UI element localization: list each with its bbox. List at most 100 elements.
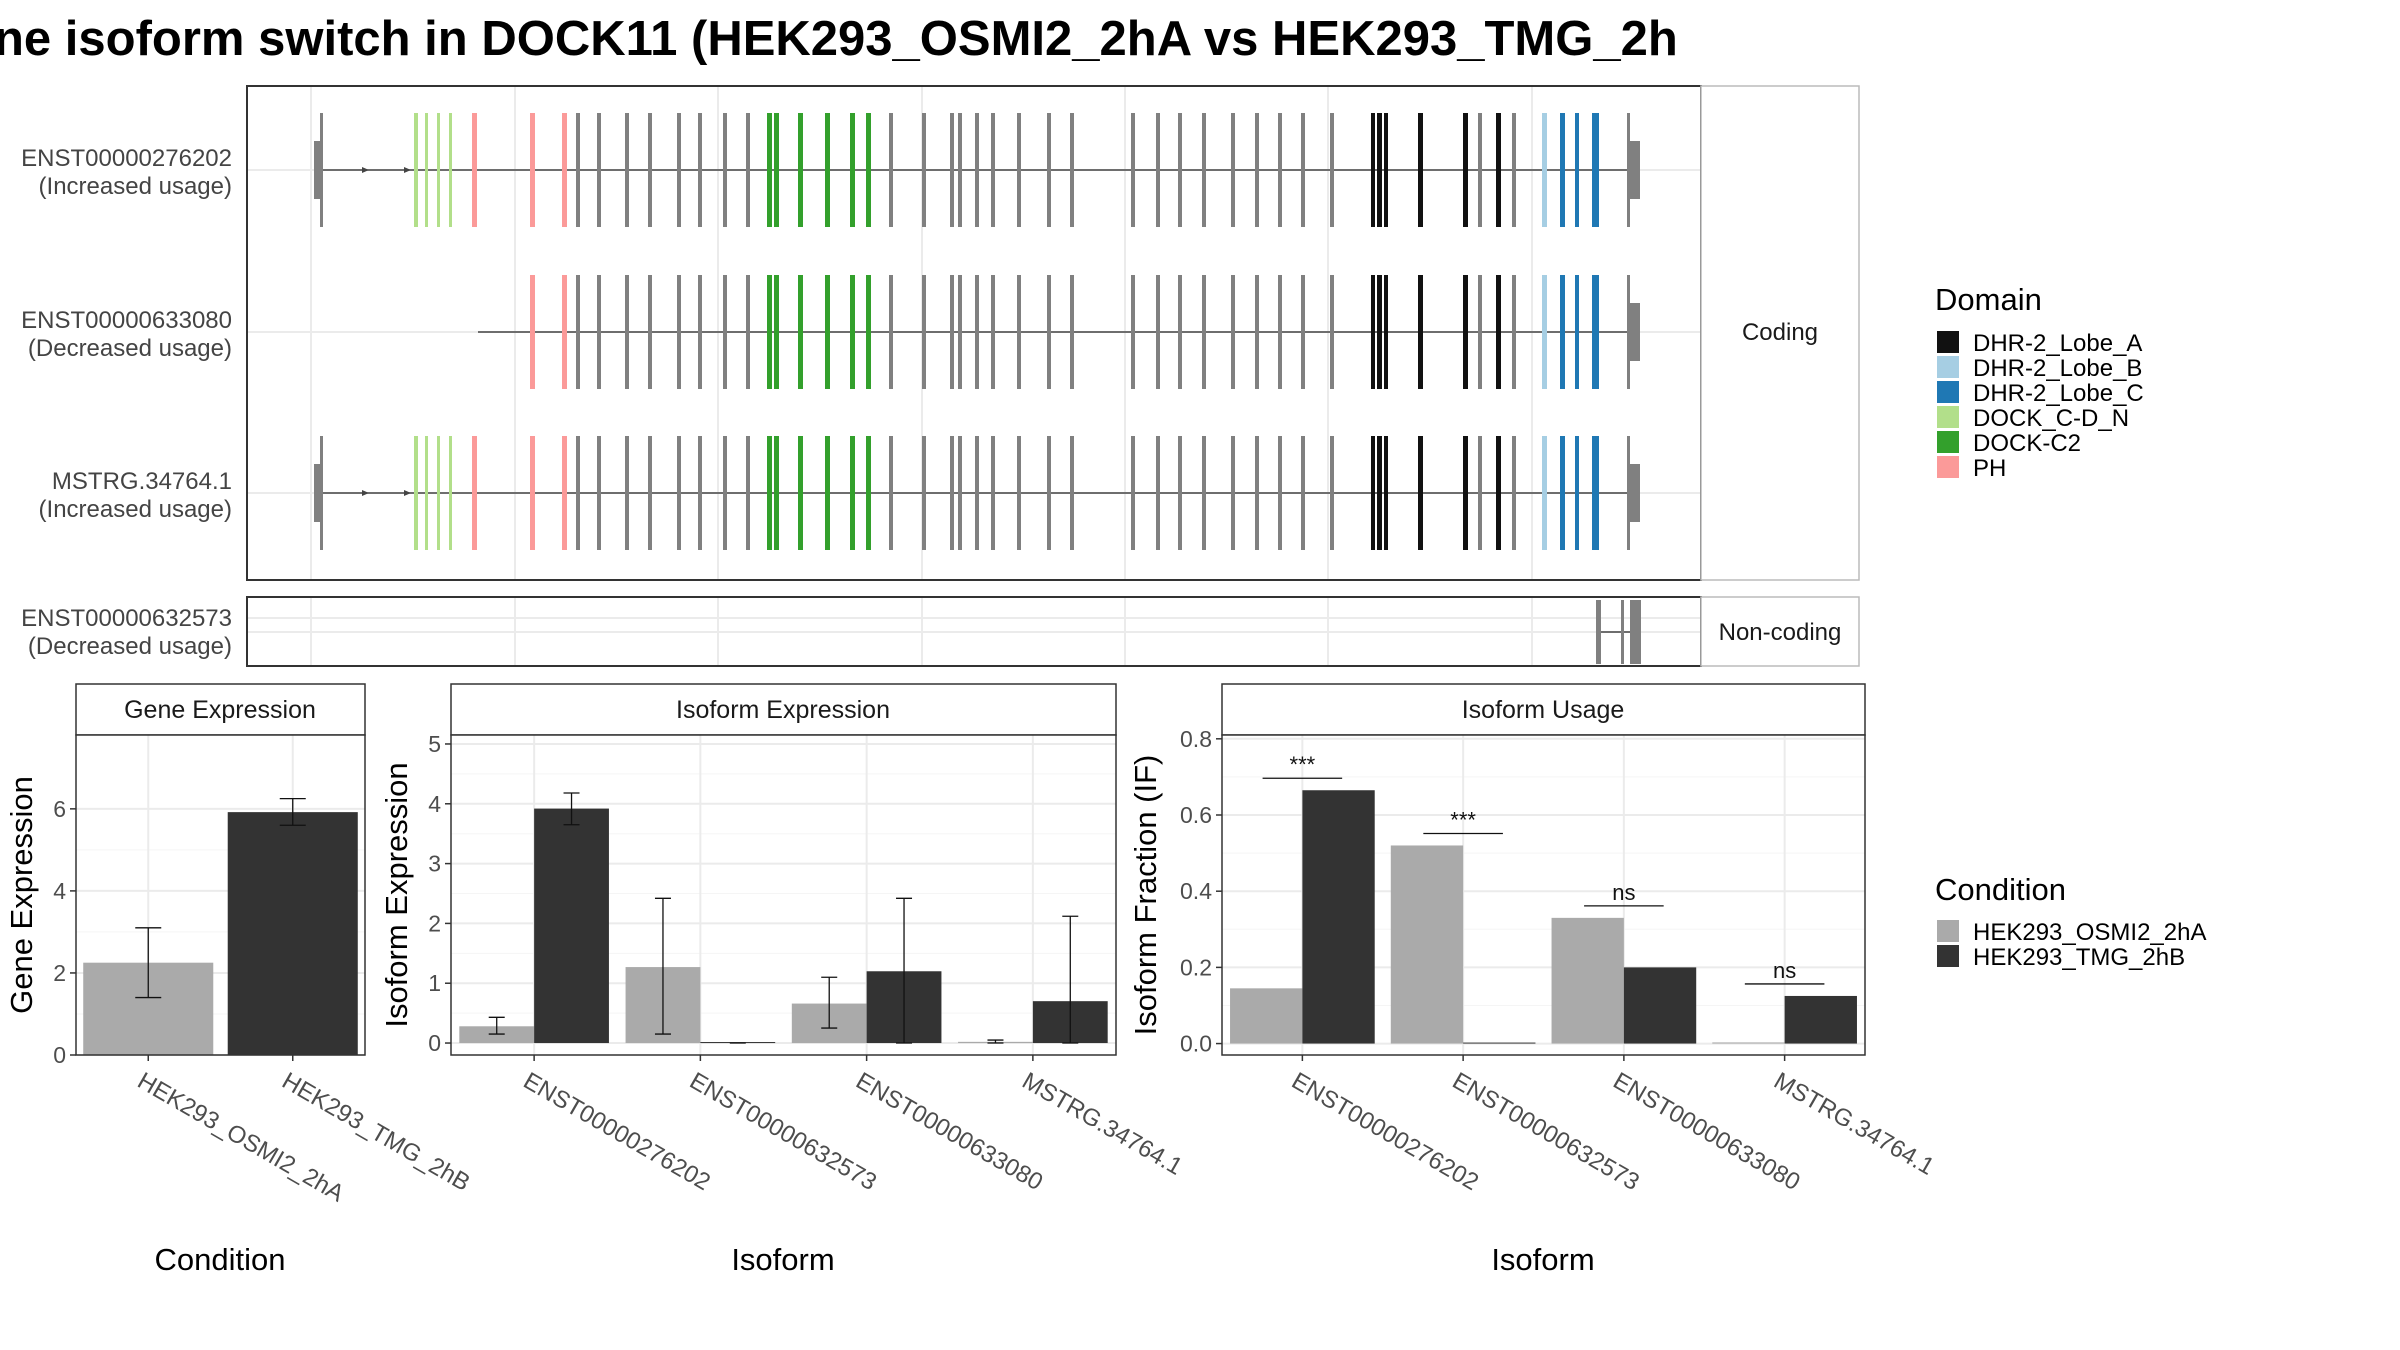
tx3-domain-dock-c2: [774, 436, 779, 550]
tx3-exon: [1255, 436, 1259, 550]
tx4-exon: [1630, 600, 1641, 664]
tx1-domain-dhr-2-lobe-c: [1592, 113, 1599, 227]
tx1-domain-dock-c2: [798, 113, 803, 227]
legend-label-tmg: HEK293_TMG_2hB: [1973, 944, 2185, 971]
tx1-exon: [1278, 113, 1282, 227]
tx4-exon: [1621, 600, 1624, 664]
domain-legend: Domain DHR-2_Lobe_A DHR-2_Lobe_B DHR-2_L…: [1935, 282, 2144, 482]
tx1-exon: [320, 113, 323, 227]
tx1-domain-dock-c2: [850, 113, 855, 227]
tx3-domain-dhr-2-lobe-a: [1384, 436, 1388, 550]
tx1-exon: [975, 113, 979, 227]
legend-swatch-lobe-a: [1937, 331, 1959, 353]
tx3-exon: [1301, 436, 1305, 550]
tx3-utr-exon: [314, 464, 322, 522]
tx2-domain-dhr-2-lobe-a: [1496, 275, 1501, 389]
tx2-exon: [648, 275, 652, 389]
transcript-label-4-id: ENST00000632573: [21, 605, 232, 632]
tx1-exon: [597, 113, 601, 227]
iso-expr-xtick-label: MSTRG.34764.1: [1017, 1067, 1186, 1180]
tx3-utr-exon: [1630, 464, 1640, 522]
tx1-exon: [1017, 113, 1021, 227]
iso-expr-xtick-label: ENST00000633080: [851, 1067, 1047, 1196]
iso-usage-ylabel: Isoform Fraction (IF): [1128, 755, 1163, 1036]
iso-expr-title: Isoform Expression: [676, 696, 890, 724]
legend-swatch-dock-c2: [1937, 431, 1959, 453]
tx1-domain-dhr-2-lobe-a: [1371, 113, 1375, 227]
tx3-domain-dock-c2: [850, 436, 855, 550]
gene-expr-xlabel: Condition: [155, 1242, 286, 1277]
tx2-exon: [1627, 275, 1630, 389]
transcript-label-1-id: ENST00000276202: [21, 145, 232, 172]
iso-usage-bars: *** *** ns ns: [1230, 752, 1857, 1044]
tx3-exon: [648, 436, 652, 550]
tx1-utr-exon: [314, 141, 322, 199]
iso-expr-ytick-label: 5: [428, 731, 441, 757]
tx1-domain-dhr-2-lobe-a: [1418, 113, 1423, 227]
tx2-exon: [922, 275, 926, 389]
tx3-exon: [950, 436, 954, 550]
strip-noncoding-box: [1700, 596, 1860, 667]
tx3-domain-dhr-2-lobe-a: [1496, 436, 1501, 550]
iso-usage-bar: [1784, 995, 1857, 1044]
iso-expr-bars: [459, 792, 1108, 1044]
tx1-exon: [1231, 113, 1235, 227]
tx2-exon: [1512, 275, 1516, 389]
tx1-domain-dhr-2-lobe-c: [1575, 113, 1579, 227]
domain-legend-title: Domain: [1935, 282, 2042, 317]
iso-usage-xtick-label: MSTRG.34764.1: [1769, 1067, 1938, 1180]
tx3-exon: [1512, 436, 1516, 550]
iso-usage-ytick-label: 0.8: [1180, 726, 1212, 752]
tx3-domain-ph: [530, 436, 535, 550]
legend-label-dock-c2: DOCK-C2: [1973, 430, 2081, 457]
iso-usage-bar: [1463, 1042, 1536, 1044]
legend-swatch-tmg: [1937, 945, 1959, 967]
tx3-domain-dhr-2-lobe-a: [1463, 436, 1468, 550]
tx1-exon: [1070, 113, 1074, 227]
tx3-exon: [1478, 436, 1482, 550]
legend-swatch-dock-cdn: [1937, 406, 1959, 428]
iso-expr-xlabel: Isoform: [731, 1242, 834, 1277]
tx3-exon: [991, 436, 995, 550]
tx2-domain-ph: [530, 275, 535, 389]
gene-expr-bars: [83, 797, 358, 1055]
tx2-exon: [1278, 275, 1282, 389]
tx2-exon: [1047, 275, 1051, 389]
gene-expr-ytick-label: 0: [53, 1042, 66, 1068]
tx3-domain-dhr-2-lobe-b: [1542, 436, 1547, 550]
transcript-label-3-id: MSTRG.34764.1: [52, 468, 232, 495]
tx3-exon: [723, 436, 727, 550]
tx3-exon: [1178, 436, 1182, 550]
tx2-exon: [1301, 275, 1305, 389]
tx1-domain-dock-c-d-n: [414, 113, 418, 227]
tx2-exon: [746, 275, 750, 389]
legend-label-osmi: HEK293_OSMI2_2hA: [1973, 919, 2206, 946]
tx3-exon: [1330, 436, 1334, 550]
tx1-exon: [922, 113, 926, 227]
tx2-exon: [1255, 275, 1259, 389]
tx3-domain-dock-c2: [825, 436, 830, 550]
tx3-domain-dock-c-d-n: [414, 436, 418, 550]
tx1-exon: [1330, 113, 1334, 227]
tx1-domain-dock-c2: [767, 113, 772, 227]
gene-expr-title: Gene Expression: [124, 696, 316, 724]
isoform-expression-chart: Isoform Expression 0 1 2 3 4 5 ENST00000276202…: [379, 683, 1187, 1277]
tx2-domain-ph: [562, 275, 567, 389]
tx1-exon: [677, 113, 681, 227]
iso-usage-title: Isoform Usage: [1462, 696, 1625, 724]
tx1-exon: [1627, 113, 1630, 227]
tx3-domain-dock-c-d-n: [449, 436, 452, 550]
tx2-exon: [677, 275, 681, 389]
tx1-domain-dock-c-d-n: [449, 113, 452, 227]
legend-swatch-ph: [1937, 456, 1959, 478]
tx1-utr-exon: [1630, 141, 1640, 199]
tx2-exon: [889, 275, 893, 389]
condition-legend-title: Condition: [1935, 872, 2066, 907]
tx1-exon: [746, 113, 750, 227]
tx3-exon: [889, 436, 893, 550]
tx3-domain-dock-c2: [866, 436, 871, 550]
tx2-exon: [1478, 275, 1482, 389]
tx1-domain-dock-c2: [774, 113, 779, 227]
iso-usage-significance-label: ***: [1290, 752, 1316, 777]
